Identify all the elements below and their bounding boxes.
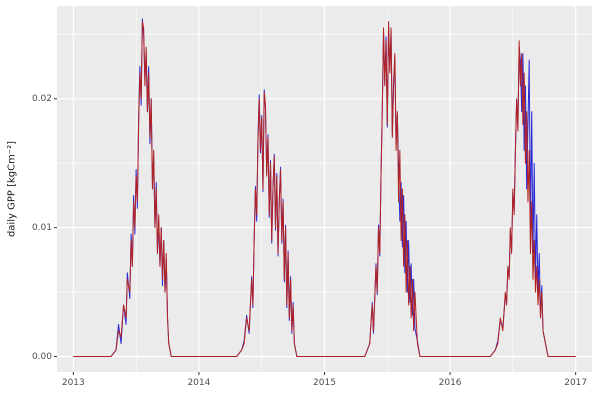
x-tick-label: 2013	[61, 378, 85, 388]
y-axis-title: daily GPP [kgCm⁻²]	[6, 140, 18, 238]
x-tick-label: 2015	[313, 378, 336, 388]
x-tick-label: 2016	[438, 378, 462, 388]
y-tick-label: 0.02	[31, 93, 52, 104]
y-tick-label: 0.00	[31, 351, 52, 362]
x-tick-label: 2014	[187, 378, 211, 388]
y-tick-label: 0.01	[31, 222, 52, 233]
x-tick-label: 2017	[564, 378, 588, 388]
